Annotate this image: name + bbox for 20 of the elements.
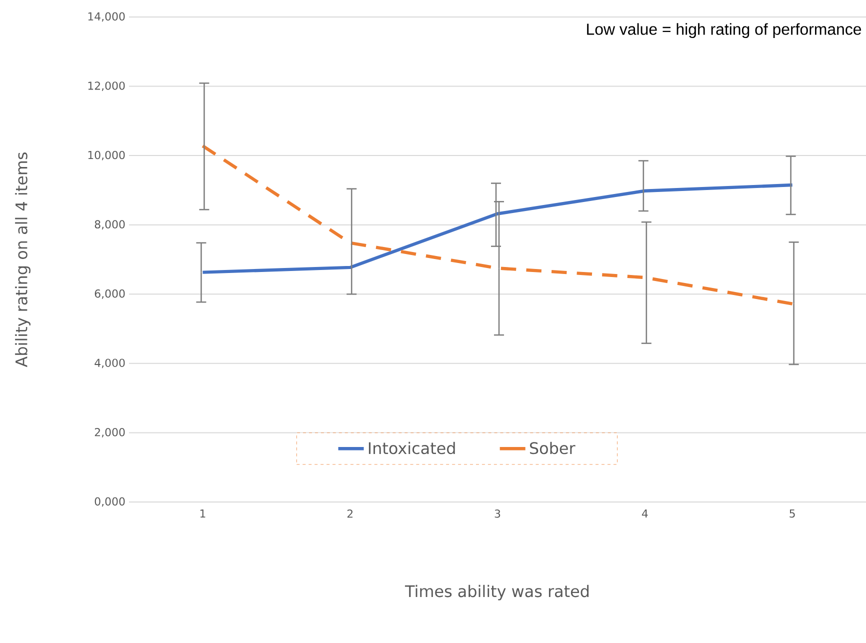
x-tick-label: 1: [200, 510, 206, 518]
y-tick-label: 8,000: [94, 220, 125, 230]
x-tick-label: 3: [494, 510, 500, 518]
y-tick-label: 4,000: [94, 358, 125, 368]
x-tick-label: 2: [347, 510, 352, 518]
line-series: [201, 144, 794, 306]
y-tick-label: 10,000: [88, 150, 125, 160]
line-series: [201, 183, 794, 274]
annotation: Low value = high rating of performance: [587, 23, 862, 38]
y-tick-label: 2,000: [94, 428, 125, 438]
x-tick-label: 5: [790, 510, 795, 518]
x-axis-title: Times ability was rated: [404, 584, 589, 600]
legend-label: Intoxicated: [368, 442, 455, 454]
y-tick-label: 12,000: [88, 82, 125, 91]
y-tick-label: 0,000: [94, 497, 125, 507]
legend-label: Sober: [530, 442, 576, 454]
y-tick-label: 6,000: [94, 289, 125, 299]
y-axis-title: Ability rating on all 4 items: [15, 152, 30, 368]
x-tick-label: 4: [642, 510, 648, 518]
y-tick-label: 14,000: [88, 12, 125, 22]
